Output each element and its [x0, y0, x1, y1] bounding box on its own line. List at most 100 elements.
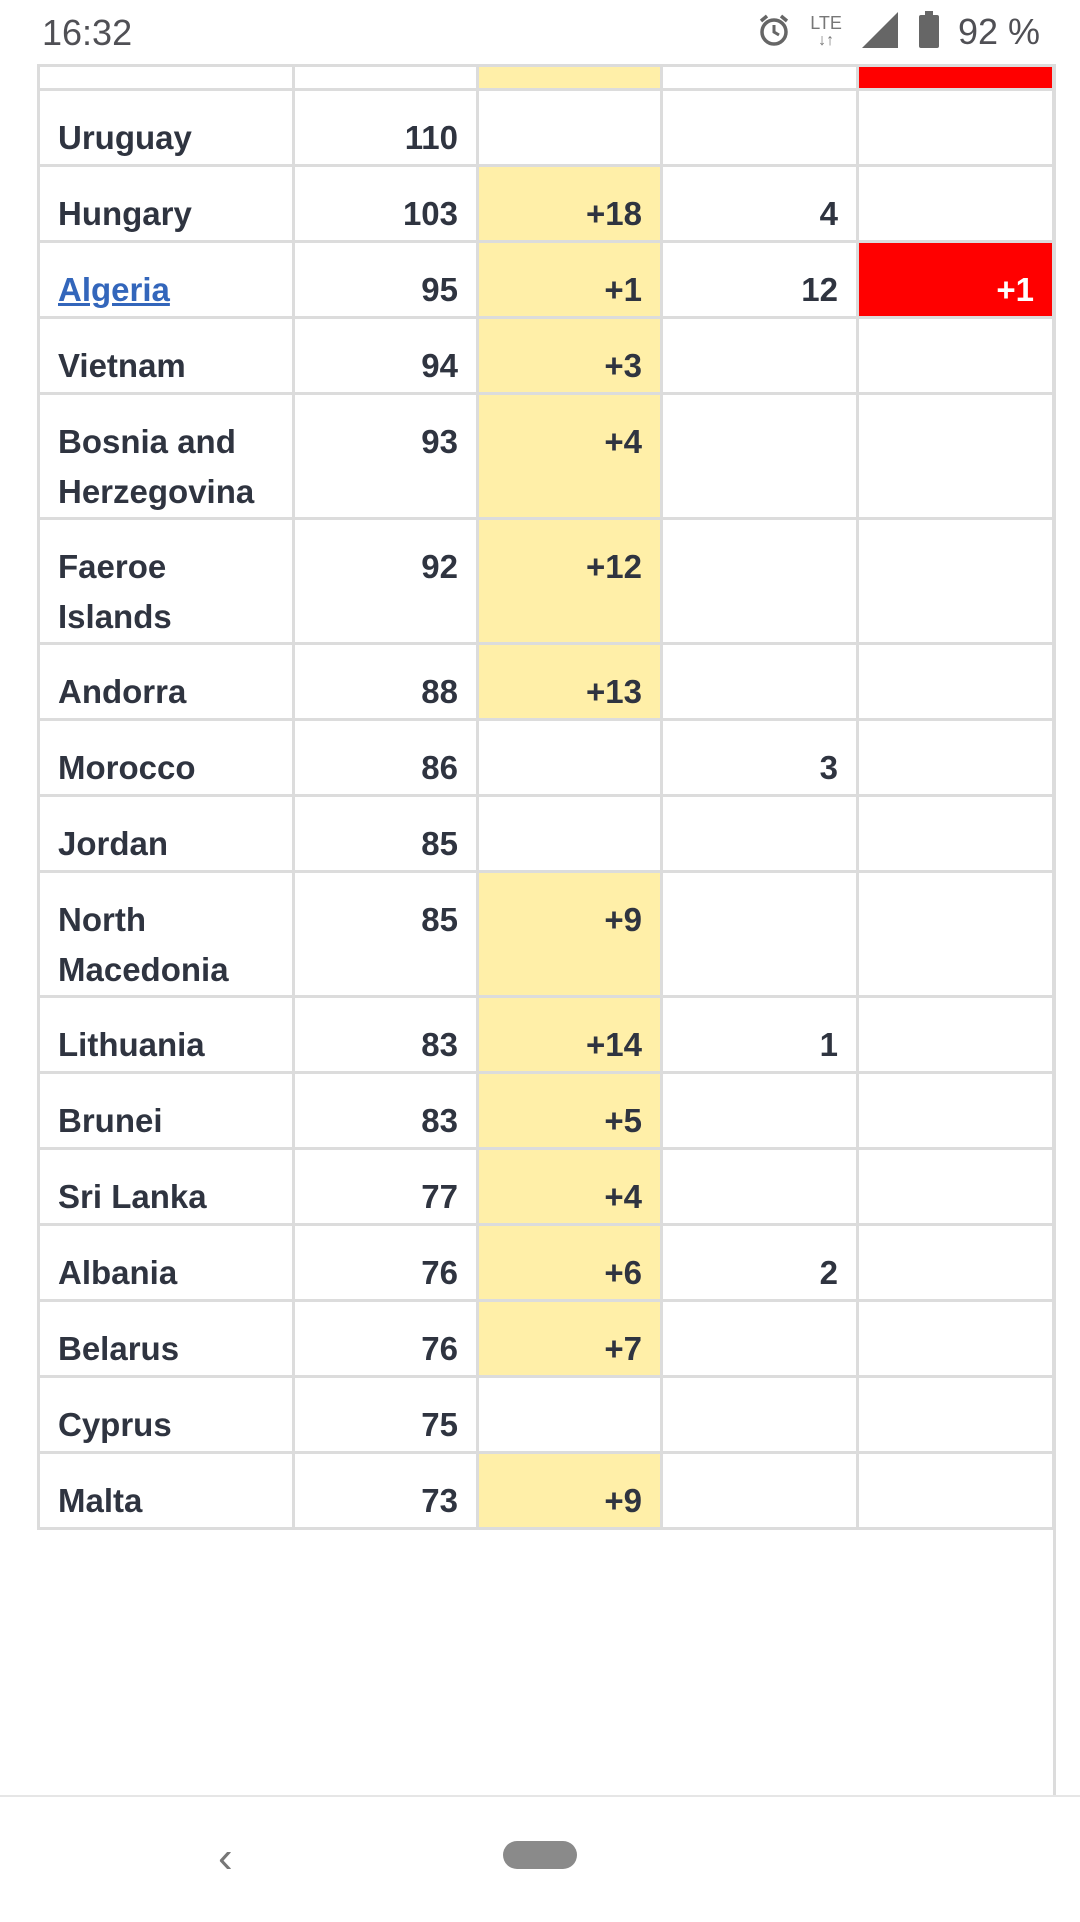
table-row: Hungary 103 +18 4	[37, 164, 1055, 243]
cell-new-deaths: +1	[856, 240, 1055, 319]
scrollable-table-area[interactable]: Uruguay 110 Hungary 103 +18 4 Algeria 95 +1 12 +1 V…	[0, 0, 1080, 1795]
cell-cases: 95	[292, 240, 479, 319]
cell-new-cases: +9	[476, 870, 663, 998]
cell-cases: 88	[292, 642, 479, 721]
cell-cases: 75	[292, 1375, 479, 1454]
cell-cases	[292, 64, 479, 91]
cell-country: Brunei	[37, 1071, 295, 1150]
cell-country: Belarus	[37, 1299, 295, 1378]
table-row-partial	[37, 64, 1055, 91]
cell-country: Jordan	[37, 794, 295, 873]
cell-cases: 103	[292, 164, 479, 243]
signal-icon	[860, 10, 900, 55]
cell-deaths	[660, 1375, 859, 1454]
cell-country: Uruguay	[37, 88, 295, 167]
cell-deaths	[660, 64, 859, 91]
cell-new-deaths	[856, 88, 1055, 167]
status-icons: LTE ↓↑ 92 %	[756, 10, 1040, 55]
cell-new-deaths	[856, 517, 1055, 645]
cell-new-cases	[476, 88, 663, 167]
cell-new-cases: +12	[476, 517, 663, 645]
cell-cases: 85	[292, 870, 479, 998]
cell-new-cases: +4	[476, 1147, 663, 1226]
cell-cases: 76	[292, 1223, 479, 1302]
table-row: Faeroe Islands 92 +12	[37, 517, 1055, 645]
cell-deaths: 1	[660, 995, 859, 1074]
cell-new-deaths	[856, 1299, 1055, 1378]
cell-new-cases: +1	[476, 240, 663, 319]
cell-cases: 76	[292, 1299, 479, 1378]
table-row: Belarus 76 +7	[37, 1299, 1055, 1378]
table-edge-line	[1053, 64, 1056, 1795]
table-row: North Macedonia 85 +9	[37, 870, 1055, 998]
cell-new-cases	[476, 1375, 663, 1454]
cell-deaths	[660, 870, 859, 998]
cell-new-deaths	[856, 870, 1055, 998]
table-row: Jordan 85	[37, 794, 1055, 873]
cell-deaths: 4	[660, 164, 859, 243]
table-row: Sri Lanka 77 +4	[37, 1147, 1055, 1226]
cell-cases: 77	[292, 1147, 479, 1226]
cell-new-deaths	[856, 1223, 1055, 1302]
cell-country: Lithuania	[37, 995, 295, 1074]
cell-new-deaths	[856, 1375, 1055, 1454]
table-row: Cyprus 75	[37, 1375, 1055, 1454]
cell-new-cases: +6	[476, 1223, 663, 1302]
cell-deaths: 12	[660, 240, 859, 319]
cell-country: Andorra	[37, 642, 295, 721]
cell-cases: 83	[292, 995, 479, 1074]
cell-new-cases: +5	[476, 1071, 663, 1150]
cell-deaths	[660, 642, 859, 721]
cell-new-cases: +18	[476, 164, 663, 243]
cell-new-deaths	[856, 316, 1055, 395]
home-pill-icon[interactable]	[503, 1841, 577, 1869]
cell-cases: 85	[292, 794, 479, 873]
cell-country: Albania	[37, 1223, 295, 1302]
cell-deaths	[660, 1071, 859, 1150]
cell-country: Sri Lanka	[37, 1147, 295, 1226]
cell-new-deaths	[856, 642, 1055, 721]
cases-table: Uruguay 110 Hungary 103 +18 4 Algeria 95 +1 12 +1 V…	[37, 64, 1055, 1530]
cell-deaths	[660, 1451, 859, 1530]
cell-deaths	[660, 88, 859, 167]
chevron-left-icon[interactable]: ‹	[218, 1833, 233, 1882]
cell-new-deaths	[856, 392, 1055, 520]
table-row: Lithuania 83 +14 1	[37, 995, 1055, 1074]
table-row: Albania 76 +6 2	[37, 1223, 1055, 1302]
cell-new-deaths	[856, 64, 1055, 91]
cell-deaths: 3	[660, 718, 859, 797]
cell-new-deaths	[856, 718, 1055, 797]
cell-country: Bosnia and Herzegovina	[37, 392, 295, 520]
cell-country: Malta	[37, 1451, 295, 1530]
cell-new-cases: +4	[476, 392, 663, 520]
table-row: Malta 73 +9	[37, 1451, 1055, 1530]
table-row: Andorra 88 +13	[37, 642, 1055, 721]
cell-new-cases: +9	[476, 1451, 663, 1530]
cell-deaths	[660, 392, 859, 520]
cell-deaths	[660, 1147, 859, 1226]
cell-deaths	[660, 316, 859, 395]
cell-cases: 83	[292, 1071, 479, 1150]
cell-new-cases: +7	[476, 1299, 663, 1378]
cell-deaths	[660, 794, 859, 873]
cell-new-cases: +14	[476, 995, 663, 1074]
battery-percentage: 92 %	[957, 11, 1040, 52]
cell-country: Cyprus	[37, 1375, 295, 1454]
cell-country: Hungary	[37, 164, 295, 243]
cell-new-deaths	[856, 164, 1055, 243]
table-row: Algeria 95 +1 12 +1	[37, 240, 1055, 319]
table-row: Vietnam 94 +3	[37, 316, 1055, 395]
cell-country: Vietnam	[37, 316, 295, 395]
cell-new-deaths	[856, 794, 1055, 873]
table-row: Bosnia and Herzegovina 93 +4	[37, 392, 1055, 520]
cell-cases: 73	[292, 1451, 479, 1530]
country-link[interactable]: Algeria	[58, 271, 170, 308]
cell-new-deaths	[856, 1071, 1055, 1150]
battery-icon	[918, 10, 940, 54]
table-row: Brunei 83 +5	[37, 1071, 1055, 1150]
alarm-icon	[756, 12, 792, 53]
network-type-label: LTE	[810, 13, 842, 33]
cell-new-cases: +3	[476, 316, 663, 395]
lte-icon: LTE ↓↑	[810, 13, 842, 49]
cell-new-cases	[476, 64, 663, 91]
